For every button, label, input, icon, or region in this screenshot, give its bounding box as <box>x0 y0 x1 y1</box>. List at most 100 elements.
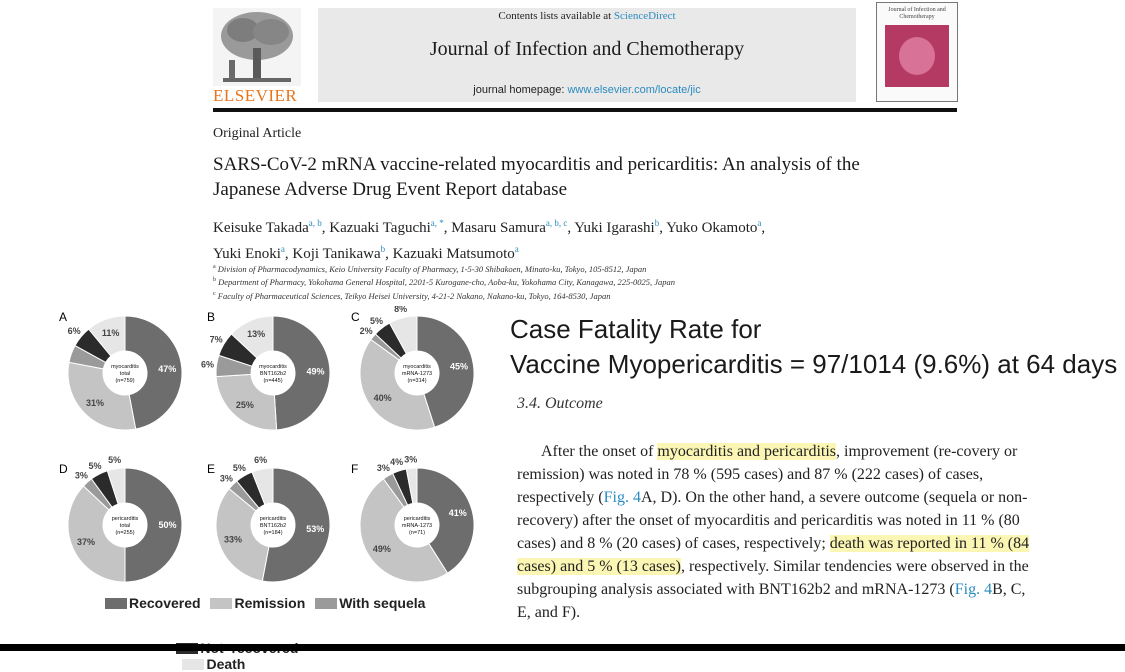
slice-label: 7% <box>210 334 223 344</box>
slice-label: 49% <box>373 544 391 554</box>
donut-center-label: BNT162b2 <box>260 371 286 377</box>
slice-label: 5% <box>370 316 383 326</box>
author-separator: , <box>443 220 448 236</box>
author-affiliation-marker[interactable]: a <box>514 244 519 254</box>
slice-label: 50% <box>158 520 176 530</box>
donut-center-label: myocarditis <box>403 364 431 370</box>
slice-label: 40% <box>374 393 392 403</box>
affiliation-marker: a <box>213 264 216 270</box>
donut-slice-death <box>87 315 126 357</box>
slice-label: 31% <box>86 398 104 408</box>
author-affiliation-marker[interactable]: a, b, c <box>545 218 568 228</box>
donut-center-label: (n=759) <box>115 378 134 384</box>
outcome-figure: A 47% 31% 6% 11% myocarditis total (n=759) B 49% 2… <box>55 304 500 672</box>
affiliation-marker: b <box>213 277 216 284</box>
author-affiliation-marker[interactable]: a, * <box>430 218 444 228</box>
slice-label: 5% <box>233 463 246 473</box>
author-affiliation-marker[interactable]: a, b <box>308 218 322 228</box>
author-name[interactable]: Yuko Okamoto <box>662 220 758 236</box>
author-affiliation-marker[interactable]: b <box>380 244 386 254</box>
author-separator: , <box>761 220 766 236</box>
donut-center-label: myocarditis <box>111 364 139 370</box>
legend-item-death: Death <box>182 656 245 672</box>
slice-label: 41% <box>449 508 467 518</box>
slice-label: 33% <box>224 534 242 544</box>
donut-slice-recovered <box>124 467 183 583</box>
slice-label: 3% <box>404 454 417 464</box>
journal-banner: Contents lists available at ScienceDirec… <box>318 8 856 102</box>
homepage-link[interactable]: www.elsevier.com/locate/jic <box>567 84 701 96</box>
donut-slice-recovered <box>416 315 475 428</box>
author-list: Keisuke Takadaa, b, Kazuaki Taguchia, *,… <box>213 213 913 265</box>
slice-label: 5% <box>89 461 102 471</box>
panel-letter: A <box>59 310 67 324</box>
slice-label: 37% <box>77 537 95 547</box>
slice-label: 5% <box>108 455 121 465</box>
header-rule <box>213 108 957 112</box>
author-separator: , <box>567 220 572 236</box>
legend-label: Recovered <box>129 595 201 611</box>
legend-item-sequela: With sequela <box>315 595 425 611</box>
author-name[interactable]: Yuki Igarashi <box>571 220 655 236</box>
legend-item-recovered: Recovered <box>105 595 204 611</box>
panel-letter: C <box>351 310 360 324</box>
legend-label: Remission <box>234 595 306 611</box>
affiliation: c Faculty of Pharmaceutical Sciences, Te… <box>213 289 773 302</box>
text-run: , improvement (re-covery or remission) w… <box>517 443 1018 506</box>
slice-label: 3% <box>75 470 88 480</box>
slice-label: 6% <box>201 360 214 370</box>
legend-swatch <box>315 598 338 609</box>
author-affiliation-marker[interactable]: b <box>654 218 660 228</box>
slice-label: 47% <box>158 364 176 374</box>
affiliation: b Department of Pharmacy, Yokohama Gener… <box>213 275 773 288</box>
sciencedirect-link[interactable]: ScienceDirect <box>613 10 676 22</box>
panel-letter: D <box>59 462 68 476</box>
legend-swatch <box>182 659 205 670</box>
outcome-paragraph: After the onset of myocarditis and peric… <box>517 440 1037 624</box>
text-run: , respectively. Similar tendencies were … <box>517 558 1029 598</box>
figure-link[interactable]: Fig. 4 <box>954 581 993 598</box>
donut-center-label: mRNA-1273 <box>402 371 432 377</box>
donut-slice-remission <box>215 487 270 582</box>
author-name[interactable]: Koji Tanikawa <box>288 246 381 262</box>
headline-line-2: Vaccine Myopericarditis = 97/1014 (9.6%)… <box>510 349 1118 379</box>
panel-letter: F <box>351 462 358 476</box>
donut-slice-death <box>251 467 274 506</box>
donut-slice-remission <box>359 478 449 583</box>
author-affiliation-marker[interactable]: a <box>280 244 285 254</box>
text-run: A, D). On the other hand, a severe outco… <box>517 489 1028 552</box>
elsevier-tree-icon <box>213 8 301 86</box>
homepage-line: journal homepage: www.elsevier.com/locat… <box>318 84 856 96</box>
donut-center-label: (n=255) <box>115 530 134 536</box>
donut-center-label: BNT162b2 <box>260 523 286 529</box>
donut-center-label: pericarditis <box>260 516 287 522</box>
donut-center-label: total <box>120 523 130 529</box>
bottom-bar <box>0 644 1125 651</box>
author-name[interactable]: Kazuaki Matsumoto <box>388 246 515 262</box>
donut-slice-remission <box>215 373 278 431</box>
donut-slice-recovered <box>124 315 183 430</box>
publisher-name: ELSEVIER <box>213 86 298 105</box>
slice-label: 45% <box>450 361 468 371</box>
donut-center-label: total <box>120 371 130 377</box>
author-name[interactable]: Yuki Enoki <box>213 246 281 262</box>
slice-label: 11% <box>102 328 120 338</box>
author-name[interactable]: Masaru Samura <box>447 220 546 236</box>
affiliation-text: Faculty of Pharmaceutical Sciences, Teik… <box>215 290 611 301</box>
author-name[interactable]: Kazuaki Taguchi <box>325 220 431 236</box>
donut-slice-remission <box>67 485 126 583</box>
slice-label: 13% <box>247 329 265 339</box>
homepage-prefix: journal homepage: <box>473 84 565 96</box>
author-affiliation-marker[interactable]: a <box>757 218 762 228</box>
donut-center-label: (n=184) <box>263 530 282 536</box>
donut-slice-recovered <box>261 467 331 583</box>
affiliation: a Division of Pharmacodynamics, Keio Uni… <box>213 262 773 275</box>
author-name[interactable]: Keisuke Takada <box>213 220 309 236</box>
headline: Case Fatality Rate for Vaccine Myoperica… <box>510 312 1117 382</box>
slice-label: 3% <box>377 463 390 473</box>
figure-link[interactable]: Fig. 4 <box>603 489 641 506</box>
donut-center-label: (n=445) <box>263 378 282 384</box>
affiliation-list: a Division of Pharmacodynamics, Keio Uni… <box>213 262 773 302</box>
